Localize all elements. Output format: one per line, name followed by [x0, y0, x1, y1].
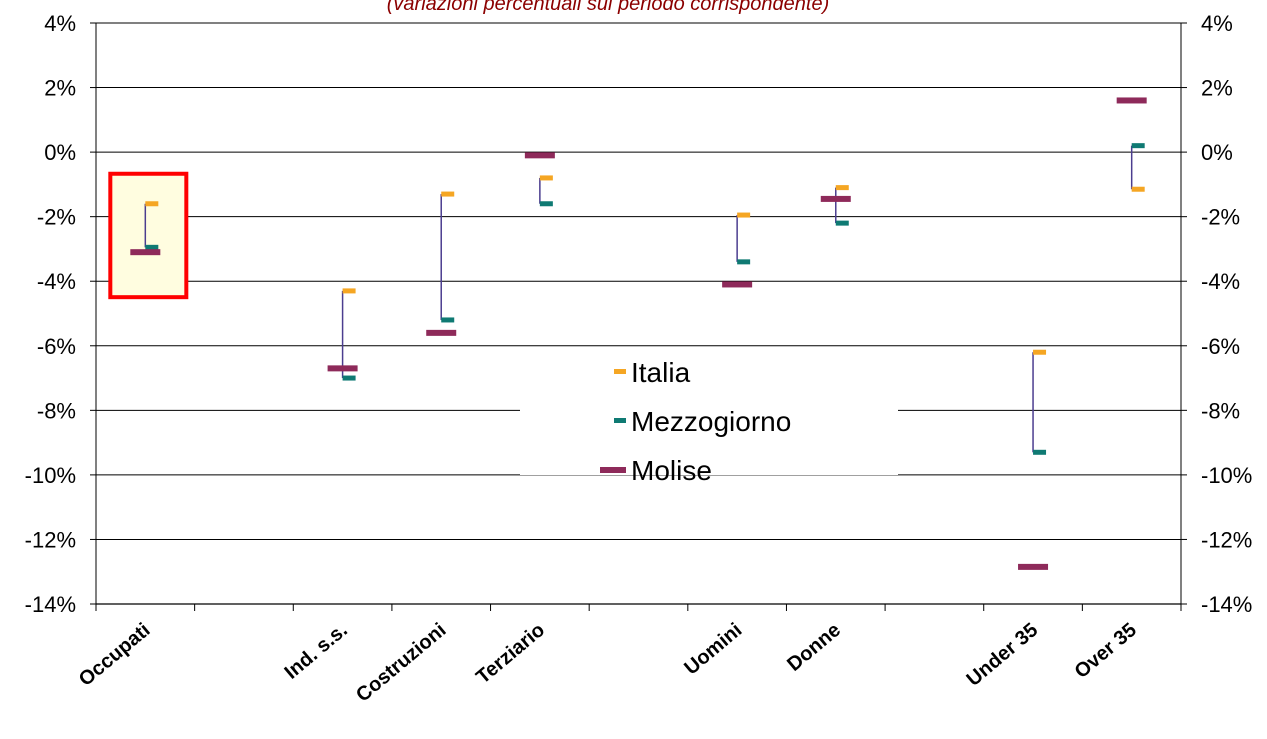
mark-italia: [1033, 349, 1047, 355]
y-tick-label-right: -2%: [1201, 205, 1240, 230]
y-tick-labels: 4% 4% 2% 2% 0% 0% -2% -2% -4% -4% -6% -6% -8% -8% -10%…: [25, 11, 1253, 617]
y-tick-label-left: -6%: [37, 334, 76, 359]
x-tick-label: Occupati: [75, 619, 155, 691]
mark-mezzogiorno: [145, 244, 159, 250]
x-tick-label: Over 35: [1071, 619, 1141, 683]
y-tick-label-left: -14%: [25, 592, 76, 617]
legend-swatch: [614, 418, 626, 423]
y-tick-label-right: 0%: [1201, 140, 1233, 165]
legend-box: [520, 349, 898, 475]
y-tick-label-left: -8%: [37, 398, 76, 423]
range-lines: [144, 145, 1133, 453]
legend-label: Molise: [631, 455, 712, 486]
y-tick-label-left: 4%: [44, 11, 76, 36]
mark-molise: [426, 329, 457, 336]
x-tick-labels: Occupati Ind. s.s. Costruzioni Terziario Uom…: [75, 619, 1141, 707]
legend-label: Italia: [631, 357, 691, 388]
gridlines: [96, 22, 1181, 605]
y-tick-label-left: -12%: [25, 527, 76, 552]
x-tick-label: Donne: [783, 619, 845, 676]
mark-mezzogiorno: [1033, 449, 1047, 455]
mark-molise: [722, 281, 753, 288]
highlight-box: [108, 171, 189, 300]
mark-italia: [441, 191, 455, 197]
y-tick-label-right: -14%: [1201, 592, 1252, 617]
highlight-rect: [108, 171, 189, 300]
x-tick-label: Ind. s.s.: [281, 619, 352, 684]
y-tick-label-right: -6%: [1201, 334, 1240, 359]
legend-label: Mezzogiorno: [631, 406, 791, 437]
y-tick-label-left: -10%: [25, 463, 76, 488]
x-tick-label: Under 35: [963, 619, 1043, 691]
y-tick-label-right: 2%: [1201, 76, 1233, 101]
chart-subtitle: (variazioni percentuali sul periodo corr…: [387, 0, 829, 15]
mark-mezzogiorno: [1131, 143, 1145, 149]
mark-molise: [130, 249, 161, 256]
y-tick-label-left: 2%: [44, 76, 76, 101]
y-tick-label-right: -12%: [1201, 527, 1252, 552]
mark-mezzogiorno: [539, 201, 553, 207]
x-tick-label: Costruzioni: [352, 619, 450, 707]
y-tick-label-left: -4%: [37, 269, 76, 294]
mark-italia: [145, 201, 159, 207]
y-tick-label-right: -8%: [1201, 398, 1240, 423]
mark-molise: [327, 365, 358, 372]
x-tick-label: Uomini: [680, 619, 746, 679]
mark-mezzogiorno: [342, 375, 356, 381]
mark-mezzogiorno: [737, 259, 751, 265]
mark-italia: [835, 185, 849, 191]
mark-mezzogiorno: [835, 220, 849, 226]
mark-italia: [737, 212, 751, 218]
x-tick-label: Terziario: [472, 619, 549, 688]
y-tick-label-right: 4%: [1201, 11, 1233, 36]
mark-molise: [820, 195, 851, 202]
mark-italia: [1131, 186, 1145, 192]
data-marks: [130, 97, 1147, 570]
y-tick-label-left: 0%: [44, 140, 76, 165]
y-tick-label-left: -2%: [37, 205, 76, 230]
mark-molise: [1116, 97, 1147, 104]
legend: Italia Mezzogiorno Molise: [520, 349, 898, 486]
mark-italia: [539, 175, 553, 181]
mark-molise: [524, 152, 555, 159]
mark-italia: [342, 288, 356, 294]
legend-swatch: [614, 369, 626, 374]
y-tick-label-right: -4%: [1201, 269, 1240, 294]
axes: [90, 22, 1187, 611]
legend-swatch: [600, 467, 626, 473]
y-tick-label-right: -10%: [1201, 463, 1252, 488]
mark-molise: [1018, 563, 1049, 570]
mark-mezzogiorno: [441, 317, 455, 323]
